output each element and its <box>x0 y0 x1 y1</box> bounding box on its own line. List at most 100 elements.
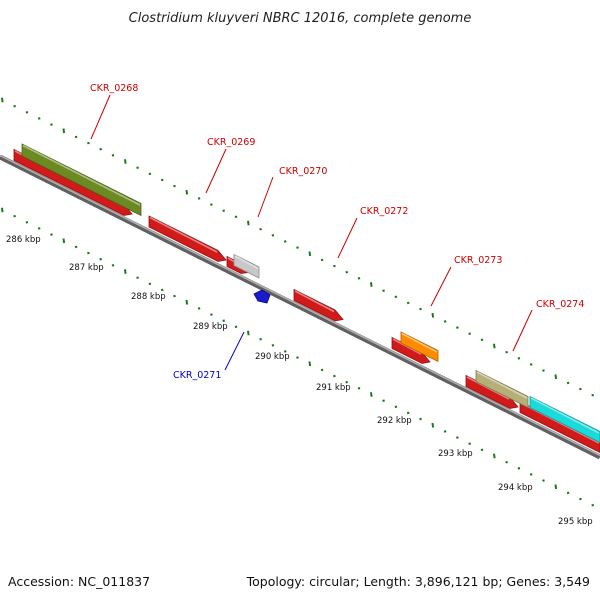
tick-mark <box>505 460 508 464</box>
gene-labels: CKR_0268 CKR_0269 CKR_0270 CKR_0271 CKR_0272… <box>90 83 584 381</box>
tick-mark <box>13 214 16 218</box>
tick-mark <box>37 227 41 230</box>
tick-mark <box>99 257 103 261</box>
gene-label-CKR_0269[interactable]: CKR_0269 <box>207 137 255 148</box>
gene-CKR_0272[interactable] <box>293 288 344 322</box>
tick-mark <box>394 405 398 409</box>
tick-mark <box>566 491 570 495</box>
tick-mark <box>160 288 164 292</box>
tick-mark <box>566 381 570 385</box>
tick-mark <box>443 430 447 433</box>
tick-mark <box>50 123 53 126</box>
tick-mark <box>173 294 176 298</box>
tick-mark <box>517 356 521 360</box>
tick-mark <box>554 374 558 380</box>
tick-mark <box>443 320 447 323</box>
feature-khaki-box[interactable] <box>475 369 529 409</box>
tick-mark <box>173 184 176 188</box>
tick-mark <box>160 178 164 182</box>
feature-cyan-box[interactable] <box>529 395 600 443</box>
gene-label-CKR_0273[interactable]: CKR_0273 <box>454 255 502 266</box>
tick-mark <box>234 325 238 329</box>
tick-mark <box>283 240 287 243</box>
gene-label-CKR_0272[interactable]: CKR_0272 <box>360 206 408 217</box>
feature-orange-box[interactable] <box>400 331 439 363</box>
tick-mark <box>579 387 582 391</box>
tick-mark <box>529 363 533 366</box>
tick-mark <box>431 422 435 428</box>
gene-label-CKR_0270[interactable]: CKR_0270 <box>279 166 327 177</box>
leader-line-CKR_0269 <box>205 148 227 194</box>
tick-mark <box>197 307 201 310</box>
tick-mark <box>456 326 459 329</box>
leader-line-CKR_0271 <box>224 331 245 371</box>
tick-mark <box>591 503 595 507</box>
tick-mark <box>419 417 422 421</box>
tick-mark <box>480 338 484 342</box>
tick-mark <box>234 215 238 219</box>
gene-label-CKR_0271[interactable]: CKR_0271 <box>173 370 221 381</box>
tick-mark <box>210 203 213 206</box>
tick-mark <box>406 411 410 415</box>
tick-mark <box>542 479 545 482</box>
genome-summary-text: Topology: circular; Length: 3,896,121 bp… <box>246 574 590 589</box>
gene-CKR_0269[interactable] <box>148 215 227 262</box>
tick-mark <box>357 387 361 390</box>
leader-line-CKR_0274 <box>512 309 533 352</box>
tick-mark <box>554 484 558 490</box>
scale-label: 295 kbp <box>558 517 593 527</box>
tick-mark <box>87 251 90 255</box>
gene-label-CKR_0274[interactable]: CKR_0274 <box>536 299 584 310</box>
tick-mark <box>50 233 53 236</box>
tick-mark <box>111 154 115 157</box>
tick-mark <box>517 466 521 470</box>
tick-mark <box>579 497 582 501</box>
tick-mark <box>296 356 299 359</box>
tick-mark <box>529 473 533 476</box>
scale-label: 291 kbp <box>316 383 351 393</box>
tick-mark <box>308 361 312 367</box>
tick-mark <box>542 369 545 372</box>
tick-mark <box>493 453 496 459</box>
tick-mark <box>370 392 373 397</box>
leader-line-CKR_0272 <box>337 217 358 259</box>
tick-mark <box>222 209 226 213</box>
tick-mark <box>308 251 312 257</box>
tick-mark <box>148 172 152 176</box>
tick-mark <box>1 97 4 103</box>
tick-mark <box>271 233 275 237</box>
tick-mark <box>345 270 349 274</box>
scale-label: 292 kbp <box>377 416 412 426</box>
scale-label: 288 kbp <box>131 292 166 302</box>
gene-features <box>13 143 600 453</box>
tick-mark <box>222 319 226 323</box>
leader-line-CKR_0273 <box>430 266 452 307</box>
tick-mark <box>370 282 373 287</box>
tick-mark <box>247 330 250 336</box>
tick-mark <box>468 332 472 336</box>
tick-mark <box>271 343 275 347</box>
tick-mark <box>468 442 472 446</box>
tick-mark <box>62 238 66 244</box>
feature-gray-box[interactable] <box>233 253 260 279</box>
tick-mark <box>382 289 385 292</box>
feature-olive-box[interactable] <box>21 143 142 217</box>
backbone <box>0 154 600 460</box>
scale-label: 290 kbp <box>255 352 290 362</box>
tick-mark <box>124 269 127 274</box>
tick-mark <box>210 313 213 316</box>
scale-labels: 286 kbp 287 kbp 288 kbp 289 kbp 290 kbp 291 k… <box>6 235 593 527</box>
tick-mark <box>320 368 324 372</box>
gene-label-CKR_0268[interactable]: CKR_0268 <box>90 83 138 94</box>
tick-mark <box>431 312 435 318</box>
tick-mark <box>345 380 349 384</box>
leader-line-CKR_0268 <box>90 94 111 140</box>
tick-mark <box>247 220 250 226</box>
tick-mark <box>591 393 595 397</box>
accession-text: Accession: NC_011837 <box>8 574 150 589</box>
tick-mark <box>283 350 287 353</box>
tick-mark <box>1 207 4 213</box>
gene-CKR_0271[interactable] <box>253 289 271 304</box>
tick-mark <box>259 337 262 341</box>
